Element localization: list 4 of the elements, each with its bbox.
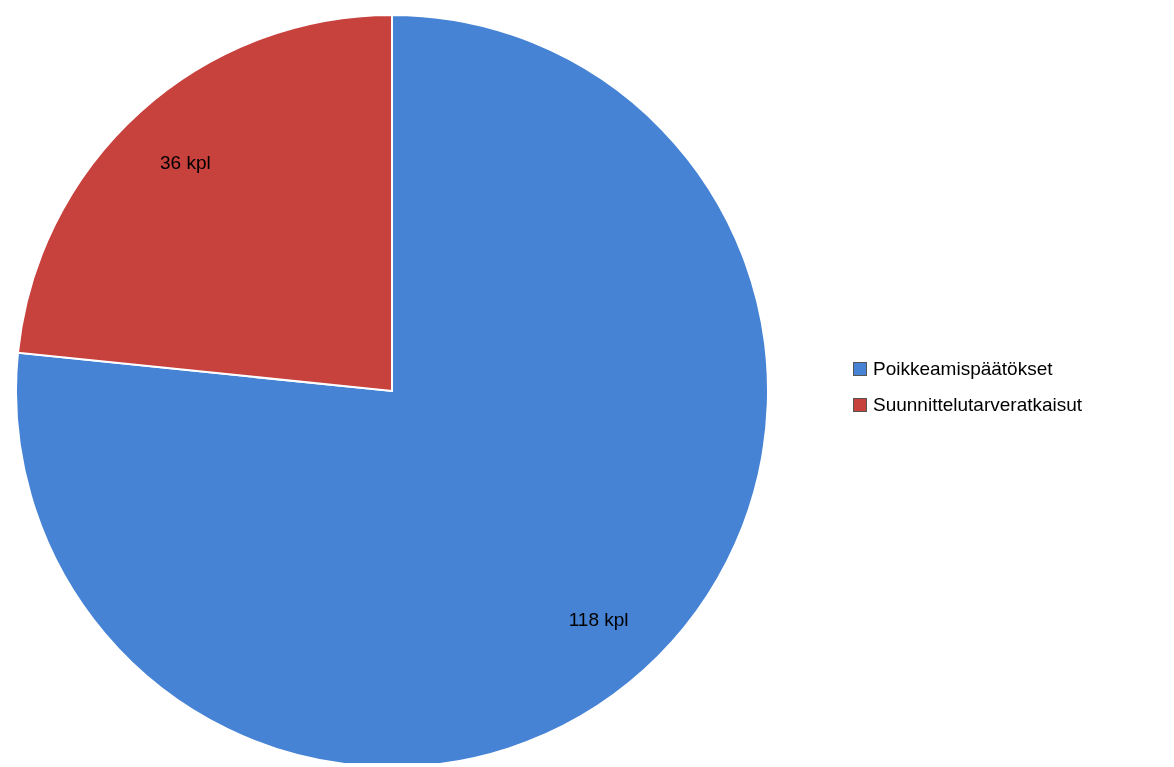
legend-label: Poikkeamispäätökset	[873, 358, 1053, 380]
data-label: 118 kpl	[568, 609, 629, 631]
data-label: 36 kpl	[160, 151, 211, 173]
legend-label: Suunnittelutarveratkaisut	[873, 394, 1083, 416]
